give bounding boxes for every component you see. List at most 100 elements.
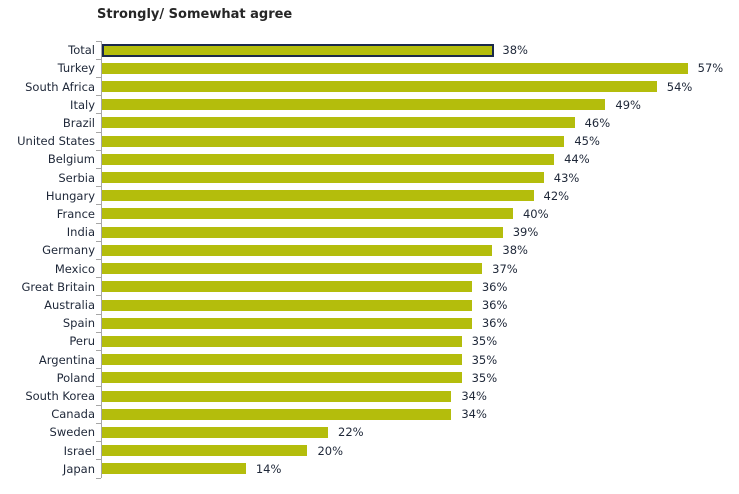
bar xyxy=(102,117,575,129)
bar xyxy=(102,172,544,184)
bar-row: Brazil 46% xyxy=(0,114,739,132)
value-label: 34% xyxy=(461,407,487,422)
value-label: 36% xyxy=(481,279,508,294)
axis-tick xyxy=(96,386,101,388)
bar-row: Peru 35% xyxy=(0,332,739,350)
category-label: Canada xyxy=(51,407,95,422)
bar-row: Australia 36% xyxy=(0,296,739,314)
axis-tick xyxy=(96,204,101,206)
category-label: Israel xyxy=(63,443,95,458)
axis-tick xyxy=(96,149,101,151)
bar-area: 20% xyxy=(102,442,739,460)
category-label: Turkey xyxy=(57,61,95,76)
bar-row: Hungary 42% xyxy=(0,187,739,205)
value-label: 36% xyxy=(481,316,508,331)
bar-row: Argentina 35% xyxy=(0,351,739,369)
bar-row: Poland 35% xyxy=(0,369,739,387)
bar-area: 38% xyxy=(102,241,739,259)
bar-row: South Korea 34% xyxy=(0,387,739,405)
bar-row: India 39% xyxy=(0,223,739,241)
bar-area: 36% xyxy=(102,296,739,314)
bar-area: 36% xyxy=(102,278,739,296)
bar-area: 34% xyxy=(102,387,739,405)
bar-area: 40% xyxy=(102,205,739,223)
bar-row: South Africa 54% xyxy=(0,77,739,95)
category-label: Peru xyxy=(69,334,95,349)
value-label: 43% xyxy=(553,170,580,185)
category-label: Total xyxy=(68,43,95,58)
bar-area: 57% xyxy=(102,59,739,77)
axis-tick xyxy=(96,459,101,461)
bar-area: 44% xyxy=(102,150,739,168)
bar-row: Great Britain 36% xyxy=(0,278,739,296)
category-label: Great Britain xyxy=(21,279,95,294)
category-label: Spain xyxy=(62,316,95,331)
bar-area: 38% xyxy=(102,41,739,59)
bar xyxy=(102,372,462,384)
bar-row: Germany 38% xyxy=(0,241,739,259)
axis-tick xyxy=(96,40,101,42)
bar-area: 45% xyxy=(102,132,739,150)
bar-row: Israel 20% xyxy=(0,442,739,460)
bar xyxy=(102,390,452,402)
bar-row: Japan 14% xyxy=(0,460,739,478)
value-label: 14% xyxy=(255,461,282,476)
bar-area: 34% xyxy=(102,405,739,423)
value-label: 40% xyxy=(522,206,549,221)
bar xyxy=(102,263,483,275)
chart-title: Strongly/ Somewhat agree xyxy=(97,7,293,22)
axis-tick xyxy=(96,368,101,370)
value-label: 35% xyxy=(471,352,498,367)
value-label: 45% xyxy=(574,134,600,149)
bar-area: 54% xyxy=(102,77,739,95)
bar-area: 36% xyxy=(102,314,739,332)
axis-tick xyxy=(96,422,101,424)
axis-tick xyxy=(96,240,101,242)
value-label: 38% xyxy=(502,43,528,58)
bar xyxy=(102,299,472,311)
bar xyxy=(102,43,495,57)
bar-row: Turkey 57% xyxy=(0,59,739,77)
axis-tick xyxy=(96,277,101,279)
y-axis-line xyxy=(101,41,102,478)
axis-tick xyxy=(96,295,101,297)
bar-row: Total 38% xyxy=(0,41,739,59)
bar xyxy=(102,190,534,202)
value-label: 35% xyxy=(471,370,498,385)
bar-area: 35% xyxy=(102,369,739,387)
value-label: 22% xyxy=(338,425,364,440)
bar xyxy=(102,281,472,293)
category-label: Belgium xyxy=(47,152,95,167)
bar-row: Serbia 43% xyxy=(0,168,739,186)
value-label: 36% xyxy=(481,298,508,312)
bar xyxy=(102,226,503,238)
category-label: United States xyxy=(17,134,95,149)
value-label: 57% xyxy=(697,61,724,76)
bar xyxy=(102,208,513,220)
bar-area: 46% xyxy=(102,114,739,132)
value-label: 39% xyxy=(512,225,539,240)
category-label: Germany xyxy=(42,243,95,258)
category-label: Australia xyxy=(44,298,95,312)
bar-area: 49% xyxy=(102,96,739,114)
bar-area: 39% xyxy=(102,223,739,241)
category-label: Mexico xyxy=(54,261,95,276)
bar-row: Italy 49% xyxy=(0,96,739,114)
axis-tick xyxy=(96,404,101,406)
axis-tick xyxy=(96,259,101,260)
bar xyxy=(102,81,657,92)
bar-row: Spain 36% xyxy=(0,314,739,332)
bar-row: Sweden 22% xyxy=(0,423,739,441)
axis-tick xyxy=(96,441,101,443)
value-label: 38% xyxy=(502,243,528,258)
category-label: India xyxy=(66,225,95,240)
axis-tick xyxy=(96,313,101,315)
category-label: Brazil xyxy=(62,115,95,130)
bar-row: France 40% xyxy=(0,205,739,223)
bar-row: Mexico 37% xyxy=(0,260,739,278)
bar-area: 43% xyxy=(102,168,739,186)
bar-area: 37% xyxy=(102,260,739,278)
value-label: 34% xyxy=(461,389,487,404)
axis-tick xyxy=(96,186,101,188)
